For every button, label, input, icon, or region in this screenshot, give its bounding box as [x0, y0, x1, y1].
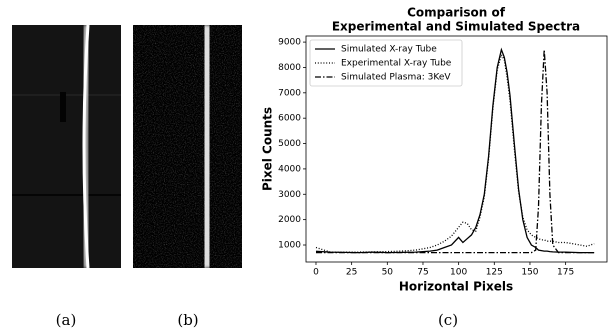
image-b [133, 25, 242, 268]
legend-label: Experimental X-ray Tube [341, 59, 452, 69]
x-tick-label: 150 [521, 268, 538, 278]
y-axis-label: Pixel Counts [261, 107, 275, 191]
caption: (a) [56, 311, 77, 329]
y-tick-label: 6000 [278, 114, 301, 124]
legend-label: Simulated X-ray Tube [341, 45, 437, 55]
figure: (a) (b) (c) Comparison of Experimental a… [0, 0, 616, 335]
legend-label: Simulated Plasma: 3KeV [341, 73, 451, 83]
y-tick-label: 7000 [278, 88, 301, 98]
y-tick-label: 4000 [278, 164, 301, 174]
y-tick-label: 3000 [278, 190, 301, 200]
x-axis-label: Horizontal Pixels [399, 280, 513, 294]
x-tick-label: 100 [450, 268, 467, 278]
y-tick-label: 9000 [278, 38, 301, 48]
x-tick-label: 50 [382, 268, 394, 278]
chart-title: Experimental and Simulated Spectra [332, 20, 580, 34]
y-tick-label: 8000 [278, 63, 301, 73]
caption: (b) [177, 311, 198, 329]
caption: (c) [438, 311, 458, 329]
x-tick-label: 175 [557, 268, 574, 278]
x-tick-label: 125 [486, 268, 503, 278]
x-tick-label: 0 [313, 268, 319, 278]
y-tick-label: 5000 [278, 139, 301, 149]
x-tick-label: 75 [417, 268, 428, 278]
image-a [12, 25, 121, 268]
y-tick-label: 1000 [278, 241, 301, 251]
y-tick-label: 2000 [278, 215, 301, 225]
chart-title: Comparison of [407, 6, 506, 20]
x-tick-label: 25 [346, 268, 357, 278]
